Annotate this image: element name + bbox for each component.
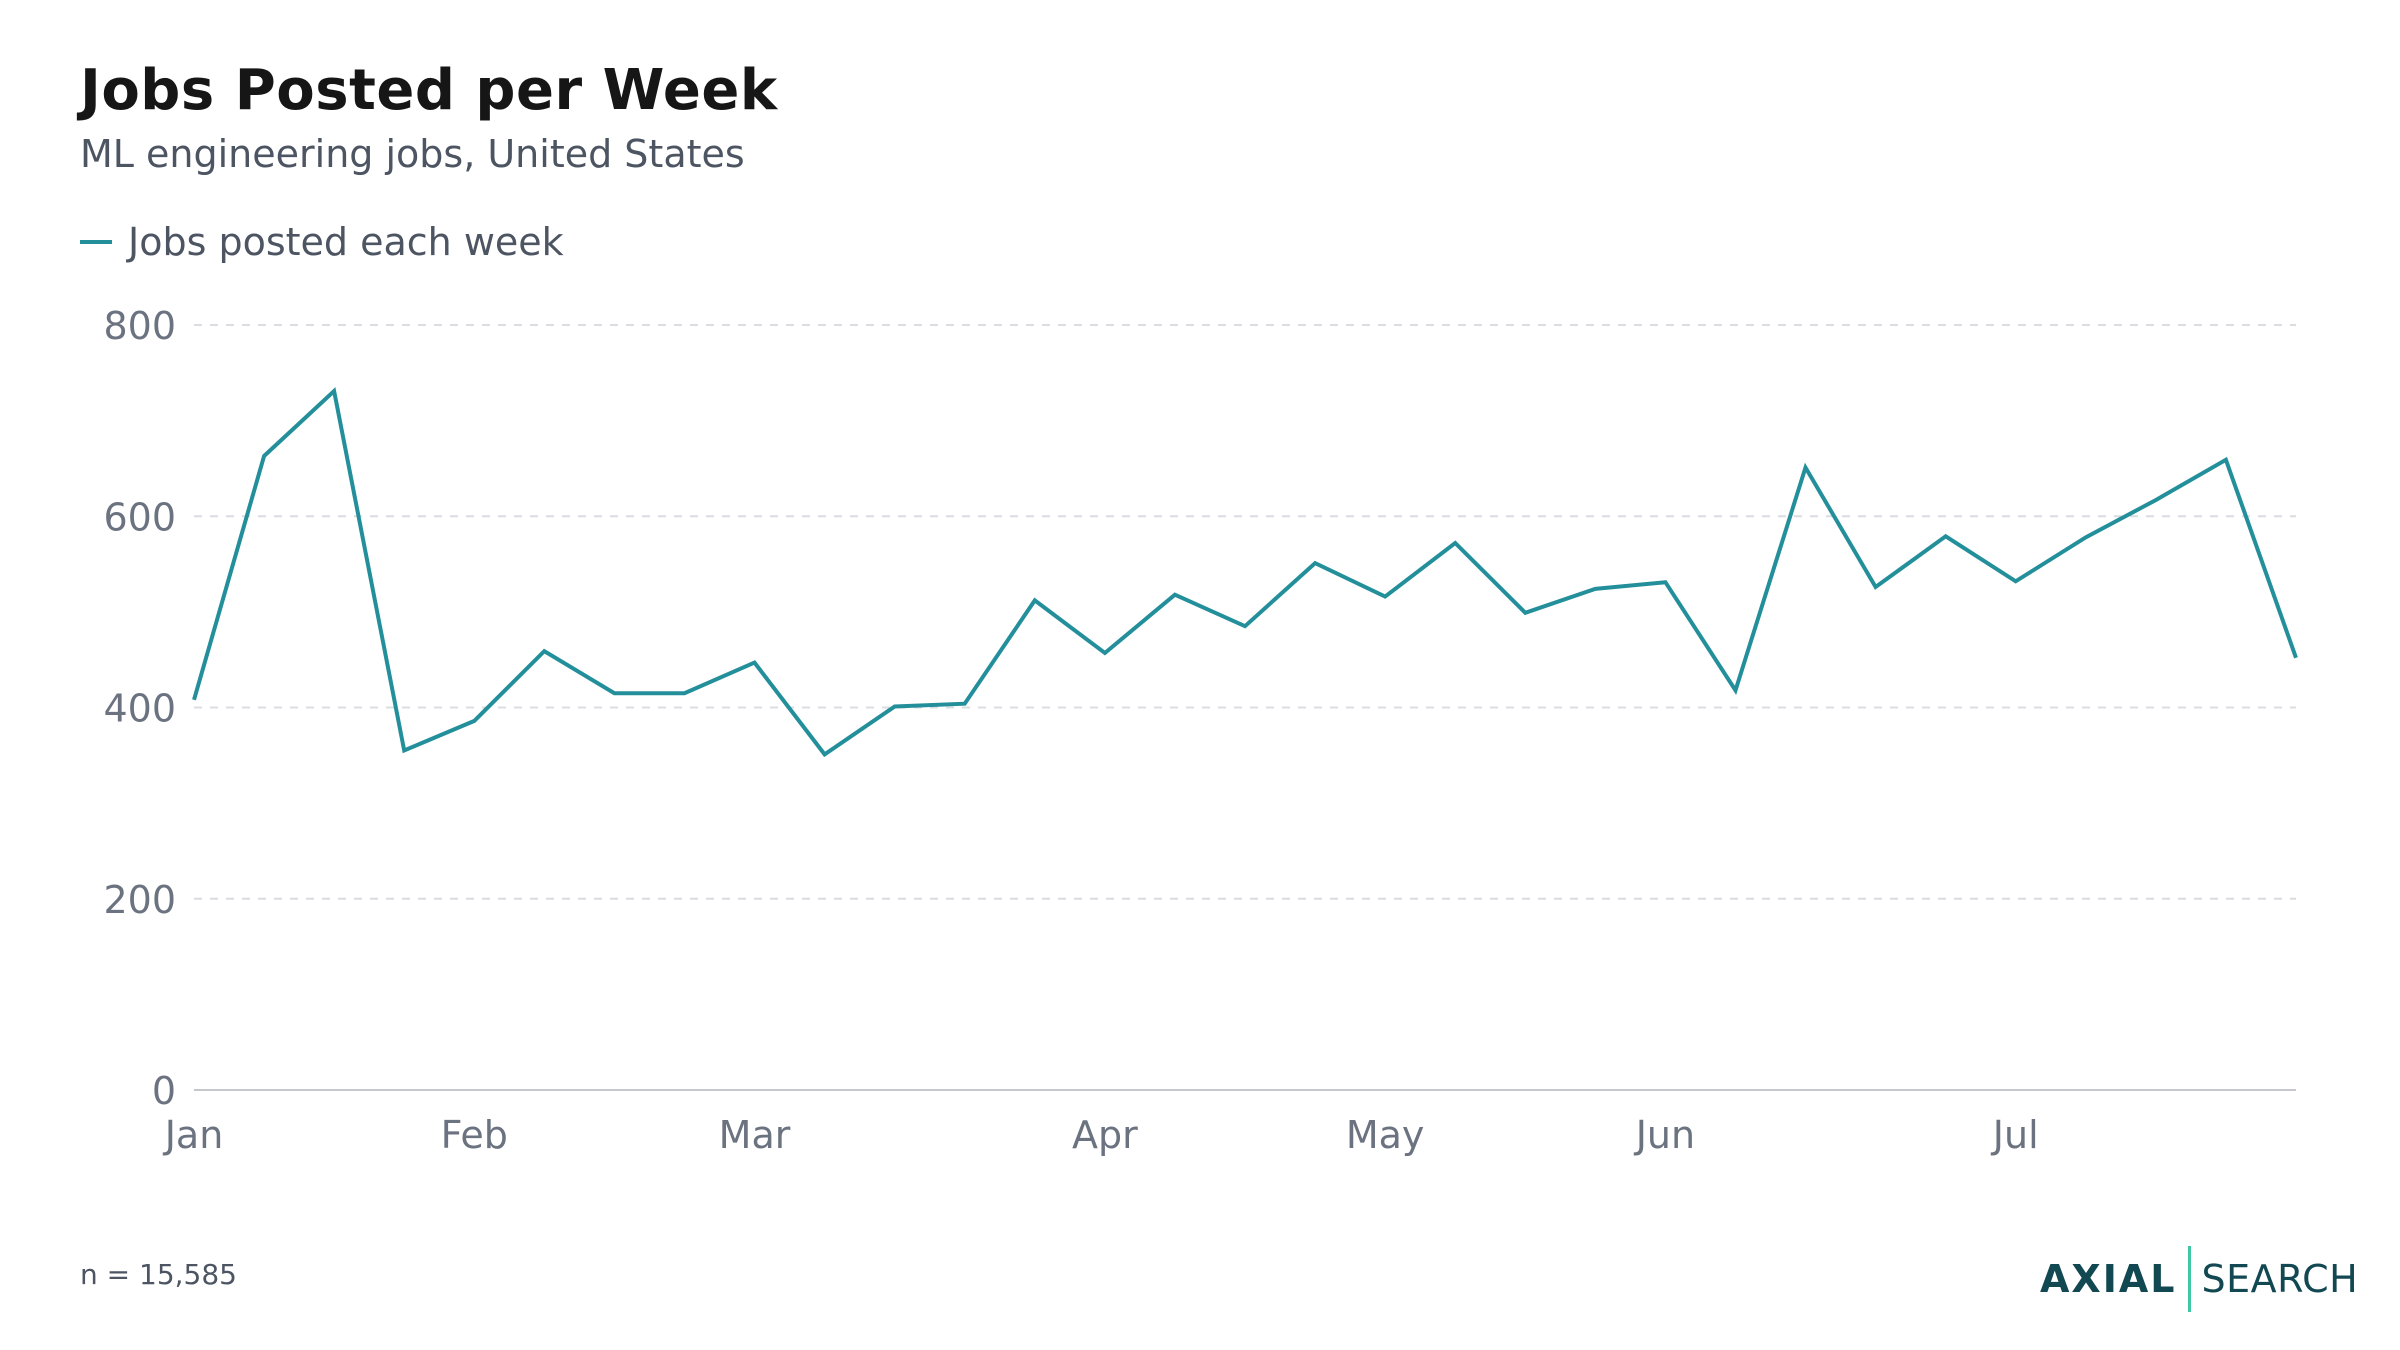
- data-point: [1172, 592, 1178, 598]
- data-point: [191, 697, 197, 703]
- y-tick-label: 200: [103, 878, 176, 922]
- data-point: [1592, 586, 1598, 592]
- legend: Jobs posted each week: [80, 214, 564, 270]
- x-axis-ticks: Jan Feb Mar Apr May Jun Jul: [163, 1113, 2039, 1157]
- data-point: [401, 748, 407, 754]
- data-point: [1803, 464, 1809, 470]
- data-point: [892, 704, 898, 710]
- y-axis-ticks: 0 200 400 600 800: [103, 304, 176, 1113]
- data-point: [1242, 623, 1248, 629]
- data-point: [962, 701, 968, 707]
- series-layer: [191, 387, 2299, 758]
- data-point: [541, 648, 547, 654]
- y-tick-label: 800: [103, 304, 176, 348]
- data-point: [822, 751, 828, 757]
- data-point: [2153, 497, 2159, 503]
- y-tick-label: 0: [152, 1069, 176, 1113]
- data-point: [1032, 597, 1038, 603]
- y-tick-label: 400: [103, 687, 176, 731]
- data-point: [2013, 578, 2019, 584]
- data-point: [2223, 457, 2229, 463]
- data-point: [2293, 655, 2299, 661]
- data-point: [1662, 579, 1668, 585]
- data-point: [1943, 533, 1949, 539]
- brand-secondary: SEARCH: [2201, 1257, 2359, 1301]
- series-line: [192, 387, 2298, 758]
- data-point: [1522, 610, 1528, 616]
- legend-label: Jobs posted each week: [128, 220, 564, 264]
- data-point: [1873, 584, 1879, 590]
- data-point: [471, 718, 477, 724]
- data-point: [2083, 534, 2089, 540]
- x-tick-label: May: [1346, 1113, 1425, 1157]
- brand-primary: AXIAL: [2040, 1257, 2177, 1301]
- data-point: [681, 690, 687, 696]
- x-tick-label: Apr: [1072, 1113, 1138, 1157]
- x-tick-label: Jun: [1634, 1113, 1695, 1157]
- data-point: [1452, 540, 1458, 546]
- brand-divider: [2188, 1246, 2192, 1312]
- chart-title: Jobs Posted per Week: [80, 58, 778, 123]
- chart-subtitle: ML engineering jobs, United States: [80, 132, 745, 176]
- x-tick-label: Mar: [719, 1113, 791, 1157]
- y-tick-label: 600: [103, 495, 176, 539]
- data-point: [1382, 594, 1388, 600]
- footnote: n = 15,585: [80, 1258, 237, 1291]
- data-point: [752, 660, 758, 666]
- legend-swatch: [80, 240, 112, 244]
- x-tick-label: Feb: [441, 1113, 508, 1157]
- data-point: [261, 453, 267, 459]
- data-point: [1312, 560, 1318, 566]
- grid-lines: [194, 324, 2296, 1091]
- data-point: [331, 388, 337, 394]
- data-point: [1732, 687, 1738, 693]
- data-point: [611, 690, 617, 696]
- x-tick-label: Jul: [1991, 1113, 2039, 1157]
- data-point: [1102, 650, 1108, 656]
- x-tick-label: Jan: [163, 1113, 224, 1157]
- brand-logo: AXIAL SEARCH: [2040, 1244, 2358, 1314]
